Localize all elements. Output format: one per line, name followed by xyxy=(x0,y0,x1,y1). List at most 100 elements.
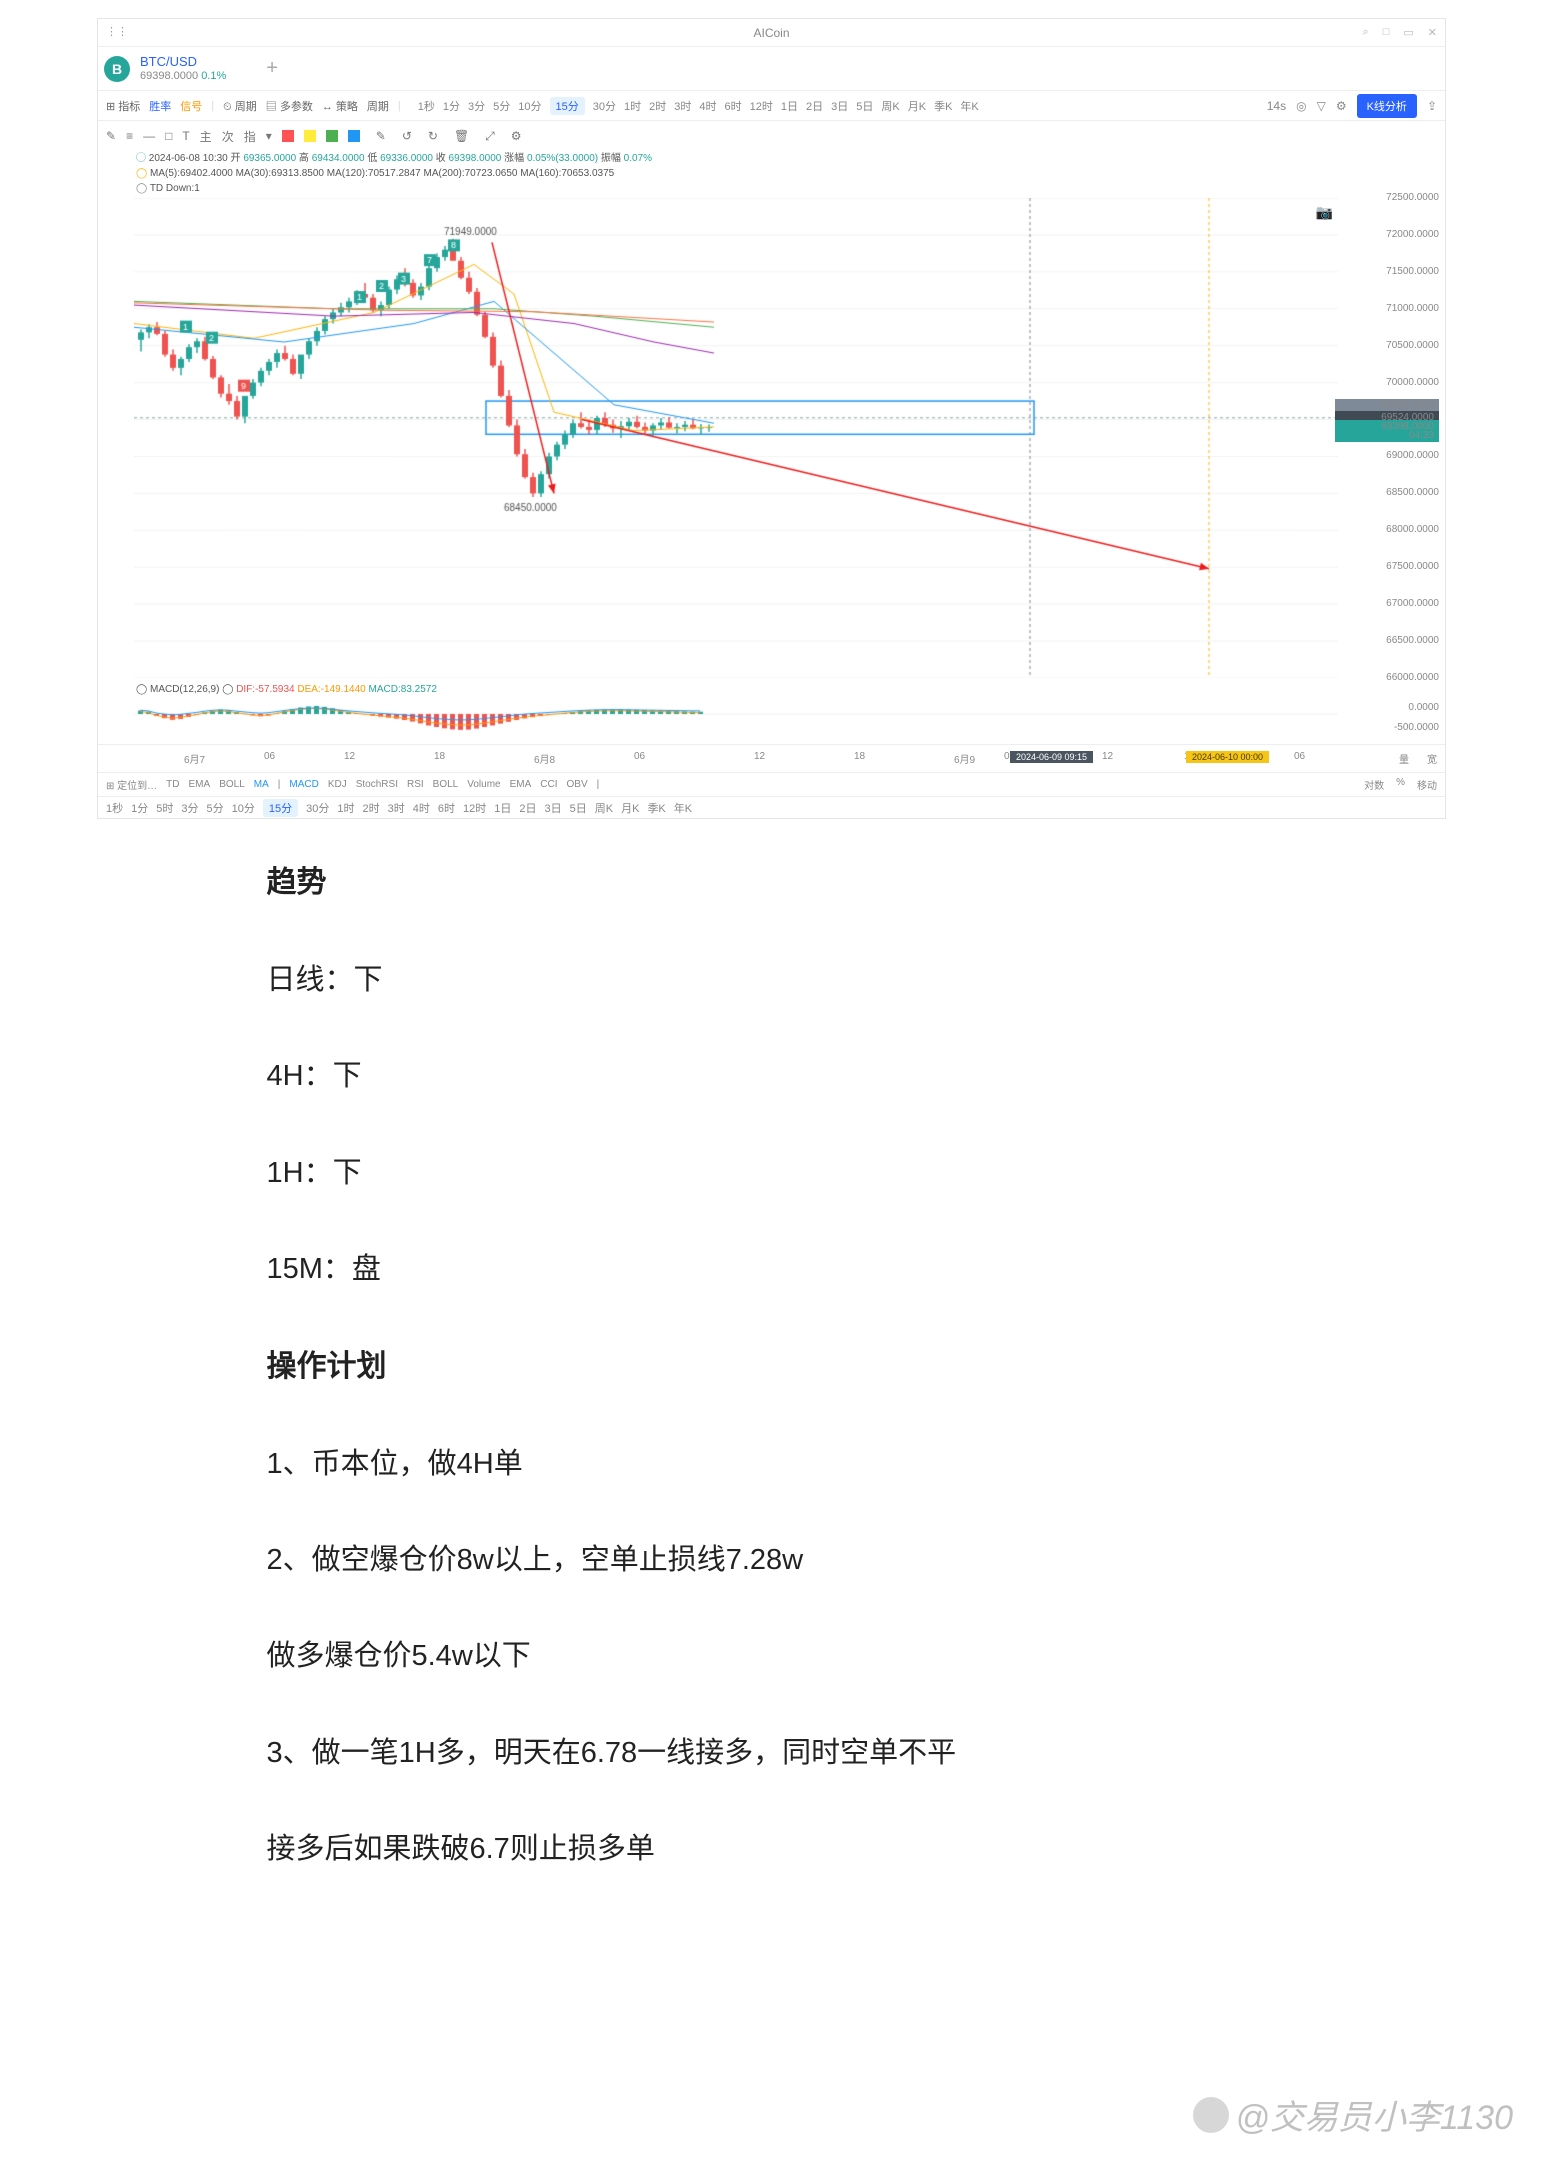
interval-2日[interactable]: 2日 xyxy=(519,800,536,816)
interval-3时[interactable]: 3时 xyxy=(388,800,405,816)
tool-🗑[interactable]: 🗑 xyxy=(454,129,469,143)
price-chart[interactable]: 72500.000072000.000071500.000071000.0000… xyxy=(98,198,1445,678)
ind-BOLL[interactable]: BOLL xyxy=(433,779,459,790)
color-swatch[interactable] xyxy=(326,130,338,142)
tb-winrate[interactable]: 胜率 xyxy=(149,98,171,114)
tool-⤢[interactable]: ⤢ xyxy=(485,129,495,144)
interval-月K[interactable]: 月K xyxy=(621,800,639,816)
interval-3日[interactable]: 3日 xyxy=(545,800,562,816)
ind-TD[interactable]: TD xyxy=(166,779,179,790)
tb-strategy[interactable]: ↔ 策略 xyxy=(322,98,358,114)
menu-icon[interactable]: ⋮⋮ xyxy=(106,25,122,41)
interval-周K[interactable]: 周K xyxy=(595,800,613,816)
maximize-icon[interactable]: □ xyxy=(1383,26,1390,39)
tool-—[interactable]: — xyxy=(143,129,155,143)
minimize-icon[interactable]: ▭ xyxy=(1403,26,1413,39)
indrow-移动[interactable]: 移动 xyxy=(1417,777,1437,792)
interval-3时[interactable]: 3时 xyxy=(674,98,691,114)
symbol-name[interactable]: BTC/USD xyxy=(140,55,226,69)
interval-3分[interactable]: 3分 xyxy=(181,800,198,816)
interval-5分[interactable]: 5分 xyxy=(493,98,510,114)
interval-10分[interactable]: 10分 xyxy=(232,800,255,816)
filter-icon[interactable]: ▽ xyxy=(1317,99,1326,113)
interval-5时[interactable]: 5时 xyxy=(156,800,173,816)
camera-icon[interactable]: 📷 xyxy=(1316,204,1333,221)
locate-button[interactable]: ⊞ 定位到… xyxy=(106,777,157,792)
search-icon[interactable]: ⌕ xyxy=(1363,26,1369,39)
interval-12时[interactable]: 12时 xyxy=(463,800,486,816)
ind-BOLL[interactable]: BOLL xyxy=(219,779,245,790)
indrow-%[interactable]: % xyxy=(1396,777,1405,792)
tool-✎[interactable]: ✎ xyxy=(376,129,386,143)
interval-6时[interactable]: 6时 xyxy=(725,98,742,114)
tool-↻[interactable]: ↻ xyxy=(428,129,438,143)
interval-30分[interactable]: 30分 xyxy=(593,98,616,114)
ind-EMA[interactable]: EMA xyxy=(189,779,211,790)
tool-主[interactable]: 主 xyxy=(200,128,212,145)
interval-5日[interactable]: 5日 xyxy=(570,800,587,816)
color-swatch[interactable] xyxy=(304,130,316,142)
interval-4时[interactable]: 4时 xyxy=(413,800,430,816)
settings-icon[interactable]: ⚙ xyxy=(1336,99,1347,113)
tool-次[interactable]: 次 xyxy=(222,128,234,145)
ind-StochRSI[interactable]: StochRSI xyxy=(356,779,398,790)
interval-30分[interactable]: 30分 xyxy=(306,800,329,816)
interval-月K[interactable]: 月K xyxy=(908,98,926,114)
tool-▾[interactable]: ▾ xyxy=(266,129,272,143)
timeaxis-right[interactable]: 宽 xyxy=(1427,751,1437,766)
interval-季K[interactable]: 季K xyxy=(647,800,665,816)
interval-2时[interactable]: 2时 xyxy=(363,800,380,816)
tb-multi[interactable]: ▤ 多参数 xyxy=(266,98,313,114)
tool-✎[interactable]: ✎ xyxy=(106,129,116,143)
color-swatch[interactable] xyxy=(348,130,360,142)
color-swatch[interactable] xyxy=(282,130,294,142)
interval-1日[interactable]: 1日 xyxy=(494,800,511,816)
interval-年K[interactable]: 年K xyxy=(960,98,978,114)
interval-4时[interactable]: 4时 xyxy=(699,98,716,114)
ind-EMA[interactable]: EMA xyxy=(510,779,532,790)
interval-1分[interactable]: 1分 xyxy=(443,98,460,114)
tool-≡[interactable]: ≡ xyxy=(126,129,133,143)
interval-1时[interactable]: 1时 xyxy=(624,98,641,114)
interval-2日[interactable]: 2日 xyxy=(806,98,823,114)
tool-指[interactable]: 指 xyxy=(244,128,256,145)
tool-↺[interactable]: ↺ xyxy=(402,129,412,143)
tb-period[interactable]: ⏲ 周期 xyxy=(223,98,257,114)
tb-cycle[interactable]: 周期 xyxy=(367,98,389,114)
interval-1秒[interactable]: 1秒 xyxy=(106,800,123,816)
analysis-button[interactable]: K线分析 xyxy=(1357,94,1417,118)
tb-indicator[interactable]: ⊞ 指标 xyxy=(106,98,140,114)
interval-1日[interactable]: 1日 xyxy=(781,98,798,114)
interval-3分[interactable]: 3分 xyxy=(468,98,485,114)
timeaxis-right[interactable]: 量 xyxy=(1399,751,1409,766)
symbol-badge[interactable]: B xyxy=(104,56,130,82)
interval-15分[interactable]: 15分 xyxy=(550,97,585,115)
share-icon[interactable]: ⇪ xyxy=(1427,99,1437,113)
ind-KDJ[interactable]: KDJ xyxy=(328,779,347,790)
interval-15分[interactable]: 15分 xyxy=(263,799,298,817)
tool-T[interactable]: T xyxy=(182,129,189,143)
ind-RSI[interactable]: RSI xyxy=(407,779,424,790)
interval-2时[interactable]: 2时 xyxy=(649,98,666,114)
interval-年K[interactable]: 年K xyxy=(674,800,692,816)
price-canvas[interactable] xyxy=(134,198,1338,678)
interval-1分[interactable]: 1分 xyxy=(131,800,148,816)
ind-OBV[interactable]: OBV xyxy=(567,779,588,790)
interval-5分[interactable]: 5分 xyxy=(207,800,224,816)
interval-1秒[interactable]: 1秒 xyxy=(418,98,435,114)
close-icon[interactable]: ✕ xyxy=(1428,26,1437,39)
interval-3日[interactable]: 3日 xyxy=(831,98,848,114)
interval-6时[interactable]: 6时 xyxy=(438,800,455,816)
tool-□[interactable]: □ xyxy=(165,129,172,143)
macd-canvas[interactable] xyxy=(134,698,1338,742)
interval-5日[interactable]: 5日 xyxy=(856,98,873,114)
add-tab-button[interactable]: + xyxy=(266,57,278,80)
tool-⚙[interactable]: ⚙ xyxy=(511,129,522,143)
target-icon[interactable]: ◎ xyxy=(1296,99,1306,113)
interval-12时[interactable]: 12时 xyxy=(750,98,773,114)
ind-MACD[interactable]: MACD xyxy=(289,779,318,790)
ind-Volume[interactable]: Volume xyxy=(467,779,500,790)
interval-周K[interactable]: 周K xyxy=(881,98,899,114)
ind-MA[interactable]: MA xyxy=(254,779,269,790)
interval-10分[interactable]: 10分 xyxy=(518,98,541,114)
